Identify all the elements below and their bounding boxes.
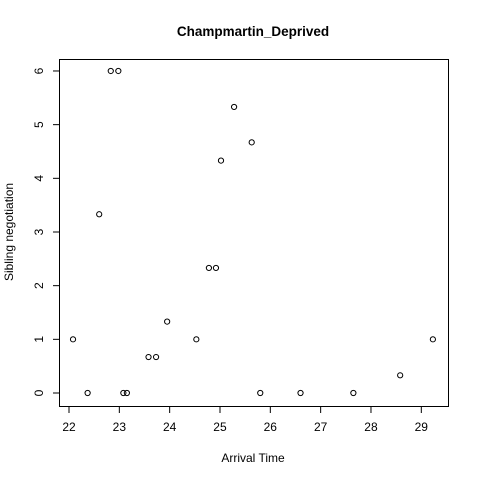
data-point [115, 67, 122, 75]
data-point [123, 389, 130, 397]
data-point [205, 264, 213, 272]
y-tick-label: 5 [32, 121, 46, 128]
y-tick-label: 0 [32, 389, 46, 396]
data-point [152, 353, 160, 361]
x-tick-label: 24 [163, 420, 177, 434]
data-point [217, 157, 225, 164]
x-tick-label: 26 [264, 420, 278, 434]
x-tick-label: 28 [364, 420, 378, 434]
data-point [429, 336, 436, 343]
data-points [69, 67, 436, 397]
x-tick-label: 27 [314, 420, 328, 434]
data-point [212, 264, 220, 272]
data-point [297, 389, 304, 397]
data-point [248, 139, 255, 146]
data-point [164, 318, 171, 325]
x-tick-label: 22 [62, 420, 76, 434]
data-point [84, 389, 91, 397]
y-tick-label: 3 [32, 228, 46, 235]
chart-title: Champmartin_Deprived [177, 24, 329, 39]
y-tick-label: 1 [32, 336, 46, 343]
data-point [107, 67, 114, 75]
y-tick-label: 6 [32, 67, 46, 74]
plot-area [59, 59, 449, 407]
y-tick-label: 4 [32, 175, 46, 182]
data-point [350, 389, 357, 397]
data-point [257, 389, 264, 397]
x-axis: 22 23 24 25 26 27 28 29 [62, 406, 429, 434]
data-point [120, 389, 127, 397]
x-tick-label: 23 [113, 420, 127, 434]
x-tick-label: 29 [415, 420, 429, 434]
data-point [230, 103, 238, 111]
data-point [96, 211, 103, 218]
y-axis-label: Sibling negotiation [2, 183, 16, 281]
x-axis-label: Arrival Time [221, 451, 285, 465]
y-tick-label: 2 [32, 282, 46, 289]
data-point [145, 353, 152, 361]
x-tick-label: 25 [213, 420, 227, 434]
data-point [193, 336, 200, 343]
y-axis: 0 1 2 3 4 5 6 [32, 67, 60, 396]
data-point [69, 336, 77, 343]
data-point [397, 372, 404, 379]
